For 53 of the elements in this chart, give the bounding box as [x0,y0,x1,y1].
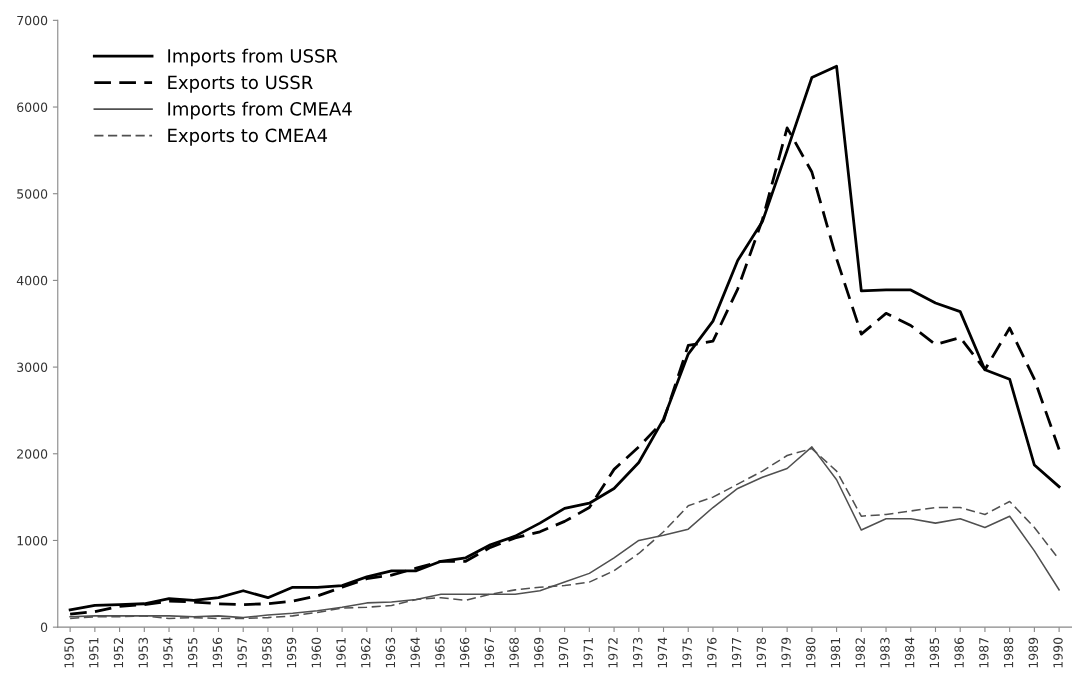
x-tick-label: 1975 [682,637,692,668]
x-tick-label: 1969 [534,637,544,668]
x-tick-label: 1950 [64,637,74,668]
x-tick-label: 1974 [657,637,668,668]
y-tick-label: 1000 [17,535,48,546]
y-tick-label: 4000 [16,275,48,286]
x-tick-label: 1959 [286,637,297,668]
x-tick-label: 1982 [855,638,865,668]
x-tick-label: 1955 [187,637,198,668]
x-tick-label: 1968 [509,637,519,668]
y-tick-label: 0 [40,622,48,633]
y-tick-label: 6000 [17,102,48,112]
x-tick-label: 1954 [163,637,173,668]
x-tick-label: 1970 [558,637,569,668]
x-tick-label: 1971 [583,638,593,668]
legend-label: Exports to CMEA4 [168,128,328,146]
x-tick-label: 1961 [336,638,346,668]
x-tick-label: 1966 [459,637,470,668]
legend-label: Imports from CMEA4 [168,101,352,120]
y-tick-label: 2000 [17,449,48,459]
x-tick-label: 1963 [385,637,396,668]
x-tick-label: 1979 [781,637,791,668]
x-tick-label: 1957 [237,637,247,668]
x-tick-label: 1958 [262,637,272,668]
y-tick-label: 5000 [17,189,48,199]
x-tick-label: 1978 [756,637,767,668]
legend-label: Exports to USSR [168,75,313,93]
y-tick-label: 7000 [17,15,48,26]
x-tick-label: 1976 [707,637,717,668]
x-tick-label: 1956 [212,637,223,668]
x-tick-label: 1953 [138,637,148,668]
x-tick-label: 1960 [311,637,321,668]
x-tick-label: 1981 [830,638,841,668]
y-tick-label: 3000 [17,362,48,373]
x-tick-label: 1967 [484,637,495,668]
x-tick-label: 1973 [632,637,643,668]
x-tick-label: 1951 [89,638,99,668]
x-tick-label: 1965 [435,637,445,668]
x-tick-label: 1985 [929,637,940,668]
x-tick-label: 1984 [904,637,915,668]
x-tick-label: 1986 [954,637,964,668]
x-tick-label: 1988 [1003,637,1014,668]
x-tick-label: 1962 [361,638,371,668]
x-tick-label: 1980 [806,637,816,668]
x-tick-label: 1977 [731,637,742,668]
legend-label: Imports from USSR [168,48,338,67]
x-tick-label: 1987 [979,637,989,668]
x-tick-label: 1990 [1053,637,1063,668]
x-tick-label: 1972 [608,638,618,668]
x-tick-label: 1989 [1028,637,1039,668]
x-tick-label: 1952 [113,638,124,668]
x-tick-label: 1964 [410,637,420,668]
x-tick-label: 1983 [880,637,890,668]
